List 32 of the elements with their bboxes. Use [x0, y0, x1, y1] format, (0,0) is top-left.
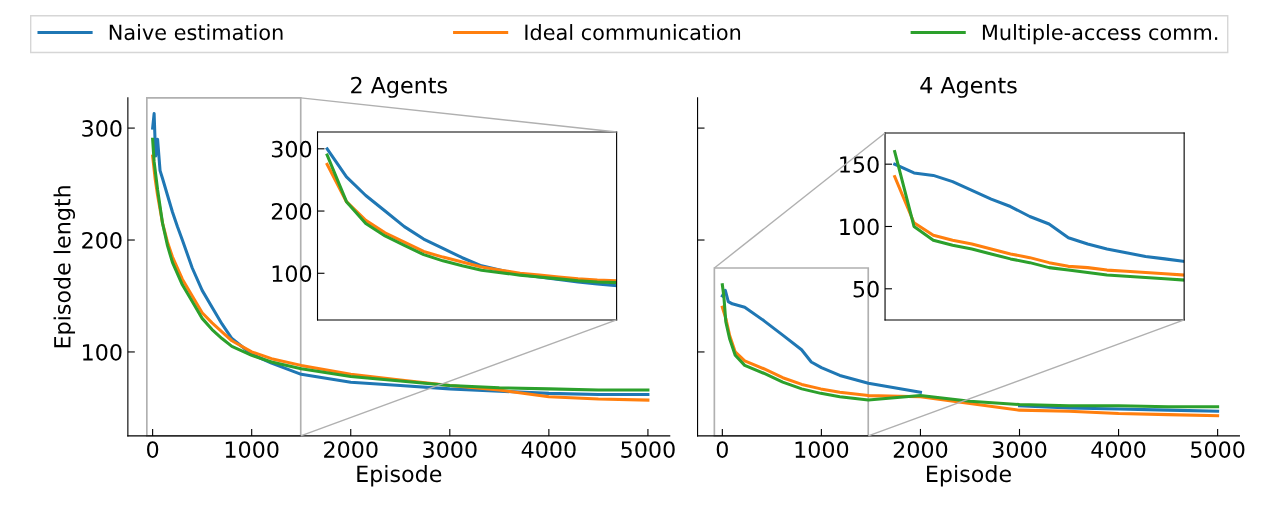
line-series — [893, 162, 1185, 263]
y-tick-label: 300 — [271, 140, 312, 158]
y-tick-label: 300 — [82, 120, 122, 137]
legend-label: Ideal communication — [525, 24, 741, 41]
x-tick-label: 2000 — [324, 441, 378, 458]
y-tick-label: 200 — [271, 202, 312, 220]
x-tick-label: 4000 — [521, 441, 576, 458]
x-tick-label: 4000 — [1091, 441, 1146, 458]
chart-title: 2 Agents — [351, 76, 447, 98]
x-tick-label: 1000 — [795, 441, 849, 458]
y-tick-label: 50 — [853, 280, 879, 298]
y-axis-title: Episode length — [53, 186, 76, 348]
y-tick-label: 100 — [83, 343, 122, 361]
x-tick-label: 1000 — [225, 441, 279, 458]
x-tick-label: 5000 — [621, 441, 675, 458]
x-axis-title: Episode — [357, 465, 442, 487]
x-tick-label: 3000 — [423, 441, 477, 458]
x-tick-label: 0 — [147, 441, 159, 458]
y-tick-label: 200 — [82, 231, 122, 249]
x-tick-label: 5000 — [1191, 441, 1245, 458]
y-tick-label: 150 — [840, 156, 879, 173]
line-series — [893, 175, 1185, 277]
x-tick-label: 3000 — [992, 441, 1047, 458]
x-axis-title: Episode — [927, 465, 1011, 487]
line-series — [893, 150, 1185, 282]
chart-title: 4 Agents — [920, 77, 1017, 98]
x-tick-label: 0 — [716, 441, 728, 458]
legend-label: Naive estimation — [109, 24, 283, 41]
y-tick-label: 100 — [840, 218, 879, 236]
x-tick-label: 2000 — [893, 441, 948, 458]
y-tick-label: 100 — [272, 265, 312, 283]
legend-label: Multiple-access comm. — [982, 24, 1218, 45]
